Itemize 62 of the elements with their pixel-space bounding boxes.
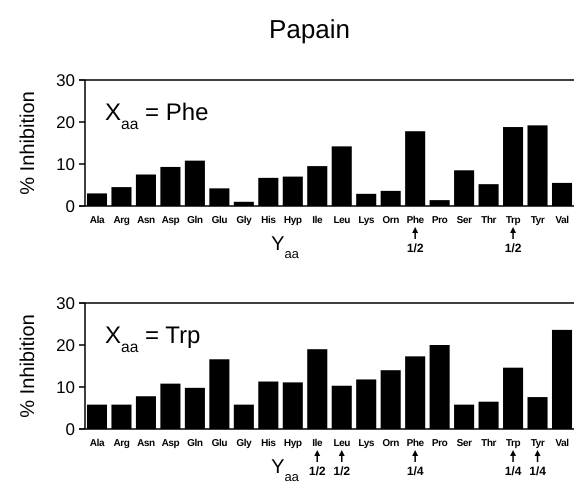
- x-tick-label: Tyr: [530, 438, 545, 449]
- x-tick-label: Leu: [333, 438, 350, 449]
- x-tick-label: Phe: [406, 215, 425, 226]
- x-tick-label: Lys: [358, 215, 375, 226]
- x-tick-label: Phe: [406, 438, 425, 449]
- x-tick-label: Orn: [382, 215, 400, 226]
- x-tick-label: Glu: [212, 215, 228, 226]
- x-tick-label: Ile: [312, 438, 324, 449]
- x-tick-label: Pro: [432, 438, 448, 449]
- x-tick-label: Gln: [187, 215, 203, 226]
- x-tick-label: Thr: [481, 215, 497, 226]
- x-tick-label: Orn: [382, 438, 400, 449]
- y-tick-label: 0: [66, 196, 75, 216]
- x-tick-label: Trp: [506, 438, 521, 449]
- x-tick-label: His: [261, 438, 276, 449]
- x-tick-label: Val: [555, 215, 570, 226]
- x-axis-title: Y$_{aa}$: [271, 233, 300, 260]
- x-tick-label: His: [261, 215, 276, 226]
- x-tick-label: Pro: [432, 215, 448, 226]
- x-axis-title: Y$_{aa}$: [271, 456, 300, 484]
- x-tick-label: Gly: [236, 438, 252, 449]
- y-tick-label: 20: [56, 336, 75, 355]
- annotation: 1/2: [504, 241, 522, 255]
- x-tick-label: Asp: [162, 438, 180, 449]
- x-tick-label: Thr: [481, 438, 497, 449]
- x-tick-label: Glu: [212, 438, 228, 449]
- x-tick-label: Hyp: [284, 215, 302, 226]
- y-tick-label: 30: [56, 294, 75, 313]
- y-axis-title: % Inhibition: [17, 91, 39, 195]
- y-axis-title: % Inhibition: [17, 314, 39, 418]
- annotation: X$_{aa}$ = Trp: [105, 322, 200, 356]
- annotation: 1/4: [504, 464, 522, 478]
- y-tick-label: 10: [56, 154, 75, 174]
- x-tick-label: Lys: [358, 438, 375, 449]
- chart-title: Papain: [269, 14, 350, 44]
- y-tick-label: 0: [66, 420, 75, 439]
- x-tick-label: Trp: [506, 215, 521, 226]
- x-tick-label: Ser: [456, 438, 472, 449]
- x-tick-label: Gly: [236, 215, 252, 226]
- x-tick-label: Leu: [333, 215, 350, 226]
- x-tick-label: Hyp: [284, 438, 302, 449]
- annotation: X$_{aa}$ = Phe: [105, 99, 208, 132]
- x-tick-label: Ser: [456, 215, 472, 226]
- x-tick-label: Gln: [187, 438, 203, 449]
- y-tick-label: 30: [56, 70, 75, 90]
- x-tick-label: Asp: [162, 215, 180, 226]
- annotation: 1/4: [529, 464, 546, 478]
- x-tick-label: Ala: [90, 215, 106, 226]
- x-tick-label: Val: [555, 438, 570, 449]
- x-tick-label: Asn: [137, 215, 156, 226]
- x-tick-label: Ala: [90, 438, 106, 449]
- y-tick-label: 10: [56, 378, 75, 397]
- annotation: 1/2: [406, 241, 424, 255]
- annotation: 1/2: [333, 464, 350, 478]
- x-tick-label: Asn: [137, 438, 156, 449]
- x-tick-label: Arg: [113, 438, 130, 449]
- y-tick-label: 20: [56, 112, 75, 132]
- x-tick-label: Ile: [312, 215, 324, 226]
- annotation: 1/2: [308, 464, 326, 478]
- annotation: 1/4: [406, 464, 424, 478]
- x-tick-label: Tyr: [530, 215, 545, 226]
- x-tick-label: Arg: [113, 215, 130, 226]
